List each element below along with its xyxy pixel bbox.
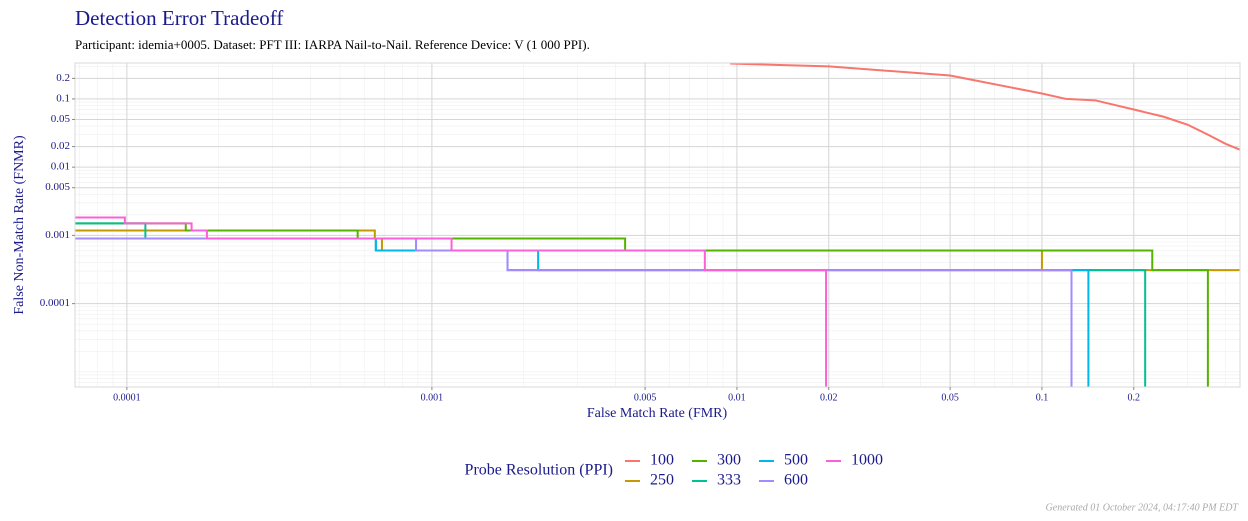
chart-subtitle: Participant: idemia+0005. Dataset: PFT I… [75, 37, 590, 52]
series-line [75, 222, 1209, 387]
legend-label: 600 [784, 472, 808, 489]
legend-label: 250 [650, 472, 674, 489]
y-tick-label: 0.02 [51, 140, 70, 152]
chart-title: Detection Error Tradeoff [75, 6, 283, 30]
y-tick-label: 0.2 [56, 72, 70, 84]
x-tick-label: 0.1 [1036, 392, 1049, 403]
x-axis-label: False Match Rate (FMR) [587, 406, 728, 421]
legend-title: Probe Resolution (PPI) [465, 462, 613, 479]
x-tick-label: 0.2 [1128, 392, 1141, 403]
legend-label: 1000 [851, 452, 883, 469]
y-tick-label: 0.1 [56, 92, 70, 104]
y-tick-label: 0.01 [51, 161, 70, 173]
x-tick-label: 0.01 [728, 392, 746, 403]
series-line [75, 229, 1240, 272]
legend-label: 500 [784, 452, 808, 469]
y-tick-label: 0.001 [45, 229, 70, 241]
legend-label: 100 [650, 452, 674, 469]
x-tick-label: 0.001 [421, 392, 444, 403]
y-axis-label: False Non-Match Rate (FNMR) [12, 135, 27, 315]
footer: Generated 01 October 2024, 04:17:40 PM E… [1046, 502, 1240, 513]
series-line [75, 237, 1090, 387]
legend-label: 300 [717, 452, 741, 469]
series-line [75, 237, 1073, 387]
x-tick-label: 0.0001 [113, 392, 141, 403]
plot-border [74, 62, 1241, 388]
x-tick-label: 0.005 [634, 392, 657, 403]
series-line [75, 222, 1147, 387]
series-line [730, 63, 1240, 151]
legend-label: 333 [717, 472, 741, 489]
series-line [75, 216, 828, 387]
x-tick-label: 0.02 [820, 392, 838, 403]
y-tick-label: 0.005 [45, 181, 70, 193]
x-tick-label: 0.05 [941, 392, 959, 403]
y-tick-label: 0.0001 [40, 297, 70, 309]
y-tick-label: 0.05 [51, 113, 71, 125]
